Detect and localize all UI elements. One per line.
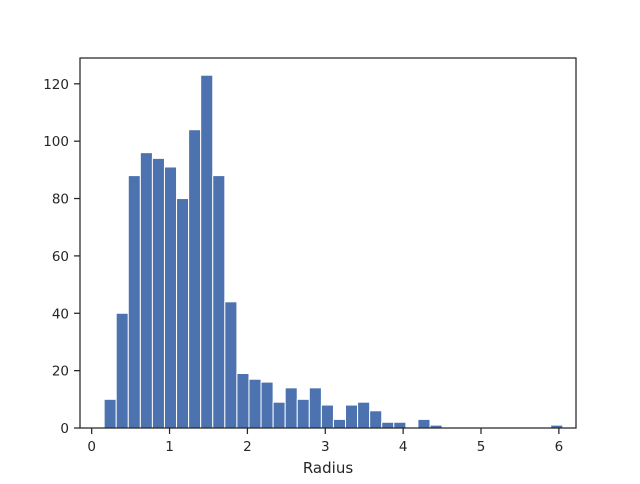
bars-group — [103, 74, 564, 429]
y-tick-label: 20 — [52, 364, 69, 380]
histogram-bar — [115, 312, 129, 429]
histogram-bar — [381, 421, 395, 429]
x-tick-label: 4 — [399, 439, 408, 455]
histogram-bar — [248, 378, 262, 429]
y-tick-label: 40 — [52, 306, 69, 322]
histogram-bar — [139, 152, 153, 429]
y-tick-label: 120 — [43, 77, 69, 93]
histogram-bar — [260, 381, 274, 429]
histogram-bar — [393, 421, 407, 429]
y-tick-label: 100 — [43, 134, 69, 150]
histogram-bar — [369, 410, 383, 429]
histogram-bar — [200, 74, 214, 429]
y-axis-ticks: 0 20 40 60 80 100 120 — [43, 77, 80, 437]
histogram-bar — [320, 404, 334, 429]
y-tick-label: 80 — [52, 192, 69, 208]
histogram-bar — [357, 401, 371, 429]
x-tick-label: 0 — [87, 439, 96, 455]
histogram-bar — [332, 418, 347, 429]
histogram-bar — [176, 198, 190, 429]
histogram-bar — [163, 166, 178, 429]
x-axis-ticks: 0 1 2 3 4 5 6 — [87, 428, 563, 455]
histogram-bar — [284, 387, 298, 429]
y-tick-label: 60 — [52, 249, 69, 265]
histogram-bar — [212, 175, 226, 429]
histogram-bar — [417, 418, 431, 429]
plot-frame — [79, 57, 577, 429]
histogram-bar — [224, 301, 238, 429]
x-tick-label: 6 — [555, 439, 564, 455]
histogram-bar — [272, 401, 286, 429]
histogram-bar — [103, 398, 117, 429]
histogram-bar — [188, 129, 202, 429]
x-axis-label: Radius — [303, 459, 353, 477]
x-tick-label: 1 — [165, 439, 174, 455]
histogram-bar — [236, 373, 250, 429]
y-tick-label: 0 — [60, 421, 69, 437]
x-tick-label: 3 — [321, 439, 330, 455]
histogram-bar — [127, 175, 141, 429]
histogram-bar — [345, 404, 359, 429]
x-tick-label: 5 — [477, 439, 486, 455]
x-tick-label: 2 — [243, 439, 252, 455]
histogram-bar — [296, 398, 310, 429]
histogram-bar — [151, 157, 165, 429]
histogram-bar — [308, 387, 322, 429]
